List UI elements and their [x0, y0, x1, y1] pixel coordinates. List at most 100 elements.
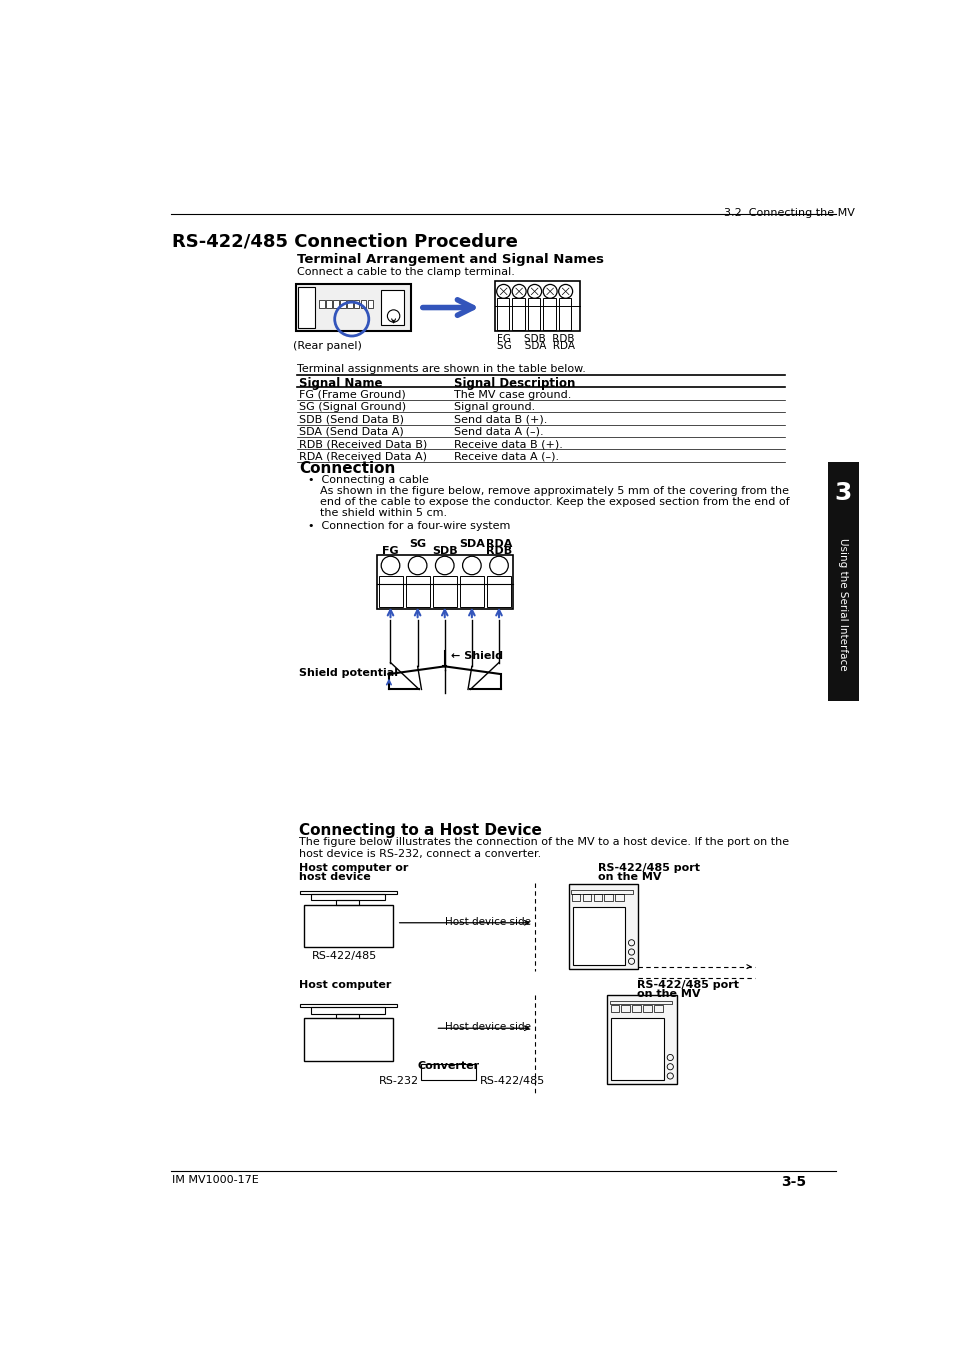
Bar — [326, 300, 332, 308]
Bar — [542, 298, 555, 329]
Bar — [335, 1014, 359, 1018]
Text: (Rear panel): (Rear panel) — [293, 340, 361, 351]
Text: IM MV1000-17E: IM MV1000-17E — [172, 1176, 258, 1185]
Text: the shield within 5 cm.: the shield within 5 cm. — [319, 508, 447, 518]
Bar — [497, 298, 509, 329]
Bar — [303, 904, 393, 948]
Text: RDA (Received Data A): RDA (Received Data A) — [298, 451, 427, 462]
Text: Host device side: Host device side — [444, 1022, 530, 1033]
Bar — [354, 300, 359, 308]
Text: RS-422/485 port: RS-422/485 port — [598, 863, 700, 872]
Bar — [333, 300, 338, 308]
Bar — [303, 1018, 393, 1061]
Bar — [311, 894, 385, 900]
Bar — [620, 1006, 629, 1012]
Text: •  Connection for a four-wire system: • Connection for a four-wire system — [308, 521, 510, 531]
Bar — [495, 281, 579, 331]
Circle shape — [527, 285, 541, 298]
Text: on the MV: on the MV — [637, 990, 700, 999]
Text: RS-422/485 port: RS-422/485 port — [637, 980, 739, 990]
Text: SG    SDA  RDA: SG SDA RDA — [497, 342, 574, 351]
Bar — [340, 300, 345, 308]
Text: 3.2  Connecting the MV: 3.2 Connecting the MV — [723, 208, 854, 219]
Bar — [512, 298, 524, 329]
Text: Signal Description: Signal Description — [454, 377, 575, 390]
Bar — [642, 1006, 651, 1012]
Text: Using the Serial Interface: Using the Serial Interface — [838, 539, 847, 671]
Bar — [335, 900, 359, 904]
Text: SG: SG — [409, 539, 426, 548]
Bar — [571, 894, 579, 902]
Circle shape — [462, 556, 480, 575]
Bar — [299, 891, 396, 894]
Text: The MV case ground.: The MV case ground. — [454, 390, 571, 400]
Text: RDB: RDB — [485, 547, 512, 556]
Bar — [527, 298, 539, 329]
Bar — [632, 1006, 640, 1012]
Text: Signal ground.: Signal ground. — [454, 402, 535, 412]
Circle shape — [408, 556, 427, 575]
Bar — [593, 894, 601, 902]
Text: SDA (Send Data A): SDA (Send Data A) — [298, 427, 403, 437]
Bar — [572, 907, 624, 965]
Text: •  Connecting a cable: • Connecting a cable — [308, 475, 429, 485]
Text: host device: host device — [298, 872, 371, 882]
Circle shape — [489, 556, 508, 575]
Text: RS-422/485: RS-422/485 — [311, 952, 376, 961]
Bar — [347, 300, 353, 308]
Text: 3: 3 — [834, 481, 851, 505]
Text: Connecting to a Host Device: Connecting to a Host Device — [298, 822, 541, 837]
Bar — [319, 300, 324, 308]
Text: SG (Signal Ground): SG (Signal Ground) — [298, 402, 406, 412]
Circle shape — [381, 556, 399, 575]
Bar — [378, 576, 402, 608]
Text: RS-232: RS-232 — [378, 1076, 418, 1085]
Bar — [611, 1018, 663, 1080]
Bar — [360, 300, 366, 308]
Text: FG: FG — [382, 547, 398, 556]
Text: FG    SDB  RDB: FG SDB RDB — [497, 333, 574, 344]
Text: RS-422/485 Connection Procedure: RS-422/485 Connection Procedure — [172, 232, 517, 251]
Text: Terminal Arrangement and Signal Names: Terminal Arrangement and Signal Names — [297, 252, 604, 266]
Bar — [568, 884, 638, 969]
Circle shape — [512, 285, 525, 298]
Bar — [298, 286, 315, 328]
Text: RDA: RDA — [485, 539, 512, 548]
Bar — [459, 576, 484, 608]
Bar — [406, 576, 430, 608]
Text: SDB (Send Data B): SDB (Send Data B) — [298, 414, 404, 424]
Circle shape — [542, 285, 557, 298]
Text: Host computer: Host computer — [298, 980, 391, 990]
Text: Send data A (–).: Send data A (–). — [454, 427, 543, 437]
Text: Host computer or: Host computer or — [298, 863, 408, 872]
Text: on the MV: on the MV — [598, 872, 661, 882]
Text: SDB: SDB — [432, 547, 457, 556]
Bar — [377, 555, 513, 609]
Text: Host device side: Host device side — [444, 917, 530, 926]
Bar — [571, 890, 633, 894]
Text: Converter: Converter — [417, 1061, 479, 1072]
Text: host device is RS-232, connect a converter.: host device is RS-232, connect a convert… — [298, 849, 540, 859]
Text: Terminal assignments are shown in the table below.: Terminal assignments are shown in the ta… — [297, 363, 586, 374]
Text: Shield potential: Shield potential — [298, 668, 397, 678]
Bar — [827, 462, 858, 701]
Text: RDB (Received Data B): RDB (Received Data B) — [298, 439, 427, 450]
Bar — [487, 576, 511, 608]
Bar — [558, 298, 571, 329]
Bar — [607, 995, 677, 1084]
Text: As shown in the figure below, remove approximately 5 mm of the covering from the: As shown in the figure below, remove app… — [319, 486, 788, 497]
Bar — [654, 1006, 661, 1012]
Text: Receive data B (+).: Receive data B (+). — [454, 439, 562, 450]
Text: FG (Frame Ground): FG (Frame Ground) — [298, 390, 405, 400]
Bar — [609, 1000, 671, 1004]
Text: Send data B (+).: Send data B (+). — [454, 414, 547, 424]
Text: Receive data A (–).: Receive data A (–). — [454, 451, 558, 462]
Bar — [381, 290, 404, 325]
Text: Connect a cable to the clamp terminal.: Connect a cable to the clamp terminal. — [297, 267, 515, 278]
Text: ← Shield: ← Shield — [451, 651, 502, 661]
Bar — [582, 894, 591, 902]
Circle shape — [435, 556, 454, 575]
Text: The figure below illustrates the connection of the MV to a host device. If the p: The figure below illustrates the connect… — [298, 837, 788, 846]
Bar — [295, 284, 410, 331]
Circle shape — [497, 285, 510, 298]
